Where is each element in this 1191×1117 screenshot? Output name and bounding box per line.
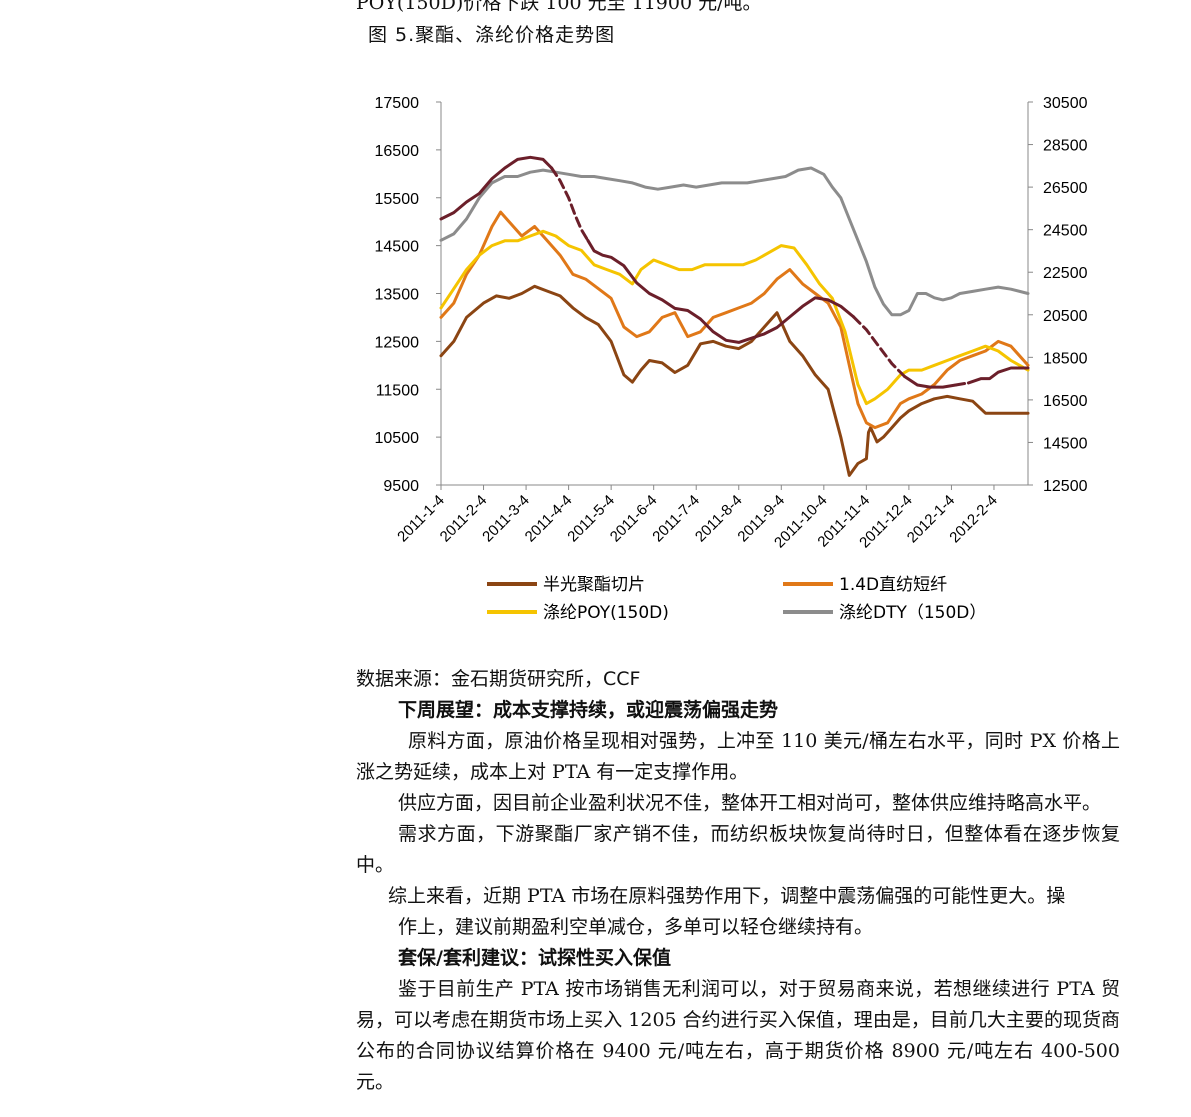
left-tick-label: 11500 (376, 382, 419, 399)
series-line-1 (439, 210, 1030, 430)
right-tick-label: 14500 (1043, 435, 1088, 452)
series-line-4 (550, 166, 590, 242)
x-tick-label: 2012-2-4 (946, 492, 1000, 546)
legend-label: 涤纶DTY（150D） (839, 603, 986, 623)
series-line-2 (439, 229, 1030, 406)
right-tick-label: 12500 (1043, 478, 1088, 495)
series-line-3 (439, 166, 1030, 317)
series-line-4 (586, 238, 856, 344)
figure-title: 图 5.聚酯、涤纶价格走势图 (368, 24, 616, 46)
section-heading-hedge: 套保/套利建议：试探性买入保值 (398, 947, 671, 969)
paragraph-summary-line1: 综上来看，近期 PTA 市场在原料强势作用下，调整中震荡偏强的可能性更大。操 (388, 885, 1066, 907)
section-heading-outlook: 下周展望：成本支撑持续，或迎震荡偏强走势 (398, 699, 779, 721)
series-line-4 (903, 375, 958, 389)
right-tick-label: 22500 (1043, 265, 1088, 282)
series-line-4 (439, 155, 554, 221)
paragraph-raw-material: 原料方面，原油价格呈现相对强势，上冲至 110 美元/桶左右水平，同时 PX 价… (356, 730, 1120, 783)
right-tick-label: 20500 (1043, 308, 1088, 325)
left-tick-label: 16500 (375, 143, 420, 160)
right-tick-label: 28500 (1043, 138, 1088, 155)
chart-axes: 9500 10500 11500 12500 13500 14500 15500 16500 1… (375, 95, 1088, 551)
left-tick-label: 12500 (375, 334, 420, 351)
paragraph-hedge: 鉴于目前生产 PTA 按市场销售无利润可以，对于贸易商来说，若想继续进行 PTA… (356, 978, 1120, 1093)
left-tick-label: 14500 (375, 239, 420, 256)
series-line-0 (439, 284, 1030, 477)
chart-series (439, 155, 1030, 477)
right-tick-label: 16500 (1043, 393, 1088, 410)
previous-paragraph-line: POY(150D)价格下跌 100 元至 11900 元/吨。 (356, 0, 762, 14)
left-tick-label: 17500 (375, 95, 420, 112)
legend-label: 半光聚酯切片 (543, 575, 645, 595)
right-tick-label: 26500 (1043, 180, 1088, 197)
left-tick-label: 9500 (383, 478, 419, 495)
paragraph-summary-line2: 作上，建议前期盈利空单减仓，多单可以轻仓继续持有。 (398, 916, 874, 938)
paragraph-demand: 需求方面，下游聚酯厂家产销不佳，而纺织板块恢复尚待时日，但整体看在逐步恢复中。 (356, 823, 1120, 876)
left-tick-label: 10500 (375, 430, 420, 447)
right-tick-label: 30500 (1043, 95, 1088, 112)
left-tick-label: 15500 (375, 191, 420, 208)
series-line-4 (954, 381, 970, 387)
legend-label: 1.4D直纺短纤 (839, 575, 947, 595)
series-line-4 (966, 366, 1030, 385)
right-tick-label: 18500 (1043, 350, 1088, 367)
source-note: 数据来源：金石期货研究所，CCF (356, 668, 641, 690)
paragraph-supply: 供应方面，因目前企业盈利状况不佳，整体开工相对尚可，整体供应维持略高水平。 (398, 792, 1102, 814)
series-line-4 (852, 315, 907, 378)
right-tick-label: 24500 (1043, 223, 1088, 240)
price-chart: 9500 10500 11500 12500 13500 14500 15500 16500 1… (375, 95, 1088, 623)
legend-label: 涤纶POY(150D) (543, 603, 669, 623)
left-tick-label: 13500 (375, 287, 420, 304)
